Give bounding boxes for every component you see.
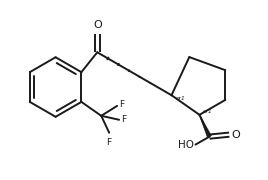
Polygon shape xyxy=(199,115,211,138)
Text: or1: or1 xyxy=(202,109,212,114)
Text: F: F xyxy=(121,115,126,124)
Text: F: F xyxy=(107,138,112,147)
Text: O: O xyxy=(231,130,240,140)
Text: O: O xyxy=(93,21,102,30)
Text: HO: HO xyxy=(177,140,193,150)
Text: F: F xyxy=(119,100,124,109)
Text: or1: or1 xyxy=(176,96,185,101)
